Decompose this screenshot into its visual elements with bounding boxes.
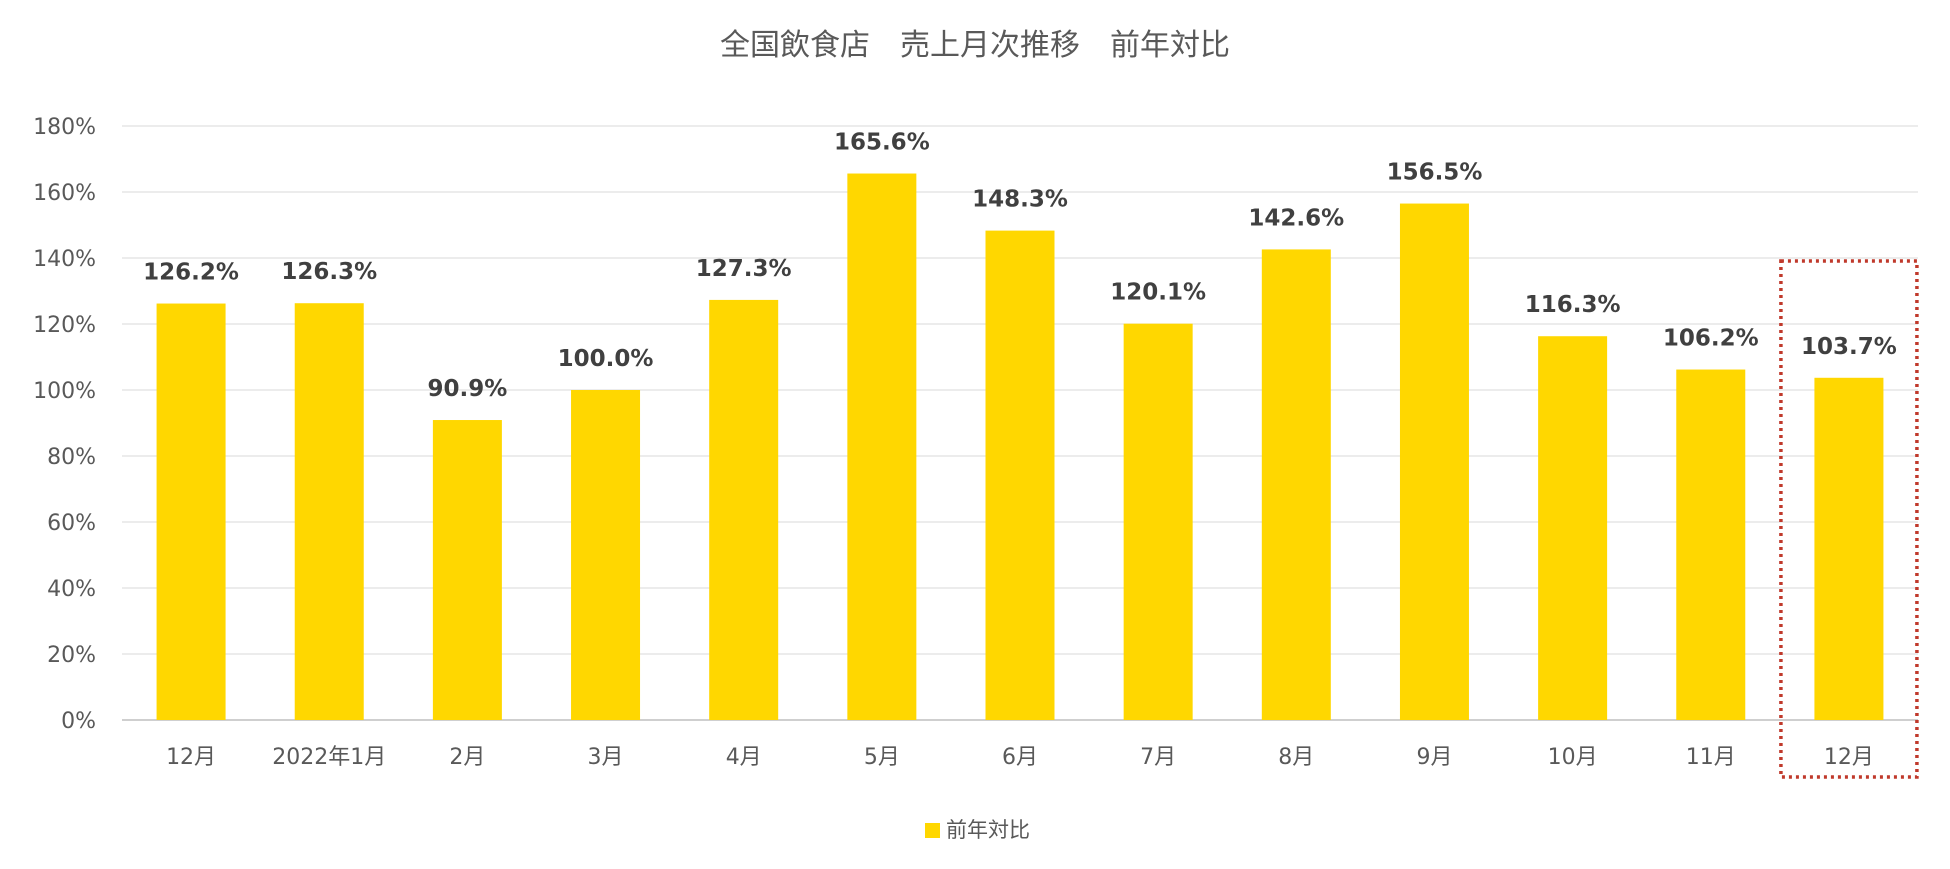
chart-title: 全国飲食店 売上月次推移 前年対比 xyxy=(720,28,1230,63)
bar xyxy=(571,390,641,720)
x-tick-label: 12月 xyxy=(166,745,216,770)
data-label: 127.3% xyxy=(696,256,792,282)
bar xyxy=(1123,323,1193,720)
y-tick-label: 180% xyxy=(33,115,96,140)
bar xyxy=(847,173,917,720)
y-tick-label: 60% xyxy=(47,511,96,536)
legend: 前年対比 xyxy=(925,818,1030,842)
data-label: 126.2% xyxy=(143,260,239,286)
x-tick-label: 7月 xyxy=(1140,745,1176,770)
data-label: 148.3% xyxy=(972,187,1068,213)
data-label: 126.3% xyxy=(281,259,377,285)
data-label: 142.6% xyxy=(1248,205,1344,231)
data-label: 103.7% xyxy=(1801,334,1897,360)
bar xyxy=(1261,249,1331,721)
bar xyxy=(1399,203,1469,721)
highlight-box xyxy=(1779,259,1919,779)
y-tick-label: 20% xyxy=(47,643,96,668)
data-labels: 126.2% 126.3% 90.9% 100.0% 127.3% 165.6% 148.3… xyxy=(143,130,1897,403)
x-tick-label: 11月 xyxy=(1686,745,1736,770)
bar xyxy=(1676,369,1746,720)
x-tick-label: 2022年1月 xyxy=(272,745,386,770)
y-tick-label: 0% xyxy=(61,709,96,734)
y-tick-label: 40% xyxy=(47,577,96,602)
data-label: 106.2% xyxy=(1663,326,1759,352)
bar xyxy=(432,420,502,720)
y-tick-label: 140% xyxy=(33,247,96,272)
highlight-rect xyxy=(1779,259,1919,779)
data-label: 120.1% xyxy=(1110,280,1206,306)
legend-label: 前年対比 xyxy=(946,818,1030,842)
legend-swatch xyxy=(925,823,940,838)
bar xyxy=(985,230,1055,721)
bar xyxy=(1538,336,1608,720)
x-tick-label: 12月 xyxy=(1824,745,1874,770)
x-tick-label: 3月 xyxy=(588,745,624,770)
x-tick-label: 6月 xyxy=(1002,745,1038,770)
data-label: 116.3% xyxy=(1525,292,1621,318)
x-tick-label: 8月 xyxy=(1278,745,1314,770)
bar xyxy=(709,299,779,720)
x-tick-label: 5月 xyxy=(864,745,900,770)
bar xyxy=(156,303,226,720)
bar xyxy=(1814,377,1884,720)
y-axis-ticks: 0% 20% 40% 60% 80% 100% 120% 140% 160% 180% xyxy=(33,115,96,734)
x-tick-label: 9月 xyxy=(1416,745,1452,770)
data-label: 100.0% xyxy=(558,346,654,372)
data-label: 165.6% xyxy=(834,130,930,156)
bars xyxy=(156,173,1884,721)
y-tick-label: 160% xyxy=(33,181,96,206)
data-label: 156.5% xyxy=(1387,160,1483,186)
y-tick-label: 120% xyxy=(33,313,96,338)
y-tick-label: 100% xyxy=(33,379,96,404)
x-tick-label: 4月 xyxy=(726,745,762,770)
x-tick-label: 10月 xyxy=(1548,745,1598,770)
y-tick-label: 80% xyxy=(47,445,96,470)
x-axis-ticks: 12月 2022年1月 2月 3月 4月 5月 6月 7月 8月 9月 10月 11月 12月 xyxy=(166,745,1874,770)
x-tick-label: 2月 xyxy=(449,745,485,770)
bar xyxy=(294,303,364,720)
data-label: 90.9% xyxy=(427,376,507,402)
